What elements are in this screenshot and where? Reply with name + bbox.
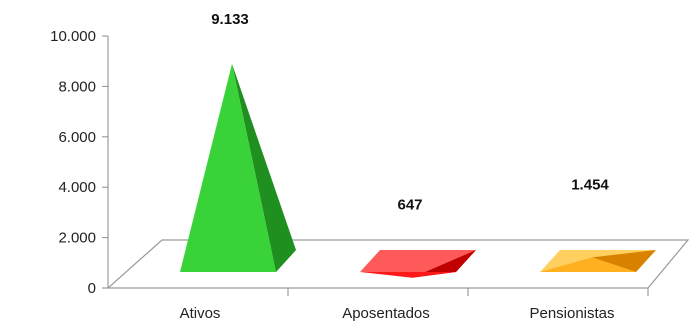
y-tick-label: 10.000 <box>50 28 96 45</box>
bar-aposentados <box>360 250 476 278</box>
bar-front-face <box>360 272 456 278</box>
category-label: Pensionistas <box>529 305 614 322</box>
y-tick-label: 2.000 <box>58 230 96 247</box>
labels: 9.133 Ativos 647 Aposentados 1.454 Pensionist… <box>180 11 615 322</box>
y-tick-label: 8.000 <box>58 78 96 95</box>
data-label: 647 <box>397 197 422 214</box>
category-label: Aposentados <box>342 305 430 322</box>
bar-front-face <box>540 257 636 272</box>
bar-marks <box>180 63 656 278</box>
y-tick-label: 4.000 <box>58 179 96 196</box>
category-label: Ativos <box>180 305 221 322</box>
data-label: 9.133 <box>211 11 249 28</box>
y-tick-label: 6.000 <box>58 129 96 146</box>
y-axis-ticks: 0 2.000 4.000 6.000 8.000 10.000 <box>50 28 108 297</box>
bar-side-face <box>592 250 656 272</box>
bar-ativos <box>180 63 296 272</box>
bar-front-face <box>180 63 276 272</box>
data-label: 1.454 <box>571 176 609 193</box>
bar-pensionistas <box>540 250 656 272</box>
bar-side-face <box>412 250 476 278</box>
bar-side-face <box>232 63 296 272</box>
x-axis-ticks <box>287 288 649 296</box>
y-tick-label: 0 <box>88 280 96 297</box>
